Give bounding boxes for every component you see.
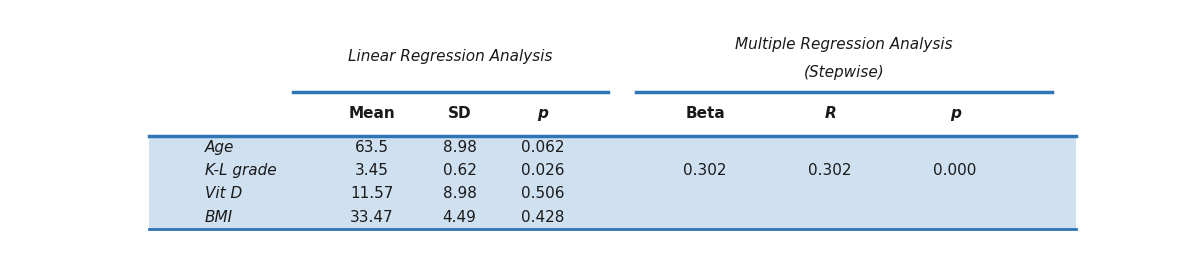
Text: 11.57: 11.57 xyxy=(350,186,393,201)
Text: Vit D: Vit D xyxy=(206,186,243,201)
Text: Beta: Beta xyxy=(685,106,725,122)
Text: SD: SD xyxy=(448,106,472,122)
Text: p: p xyxy=(950,106,961,122)
Text: 0.000: 0.000 xyxy=(933,163,976,178)
Text: Mean: Mean xyxy=(348,106,396,122)
Text: K-L grade: K-L grade xyxy=(206,163,276,178)
Text: R: R xyxy=(825,106,836,122)
Text: 3.45: 3.45 xyxy=(355,163,388,178)
Text: BMI: BMI xyxy=(206,210,233,225)
Text: 0.302: 0.302 xyxy=(684,163,727,178)
Text: 8.98: 8.98 xyxy=(442,140,477,155)
Text: 8.98: 8.98 xyxy=(442,186,477,201)
Text: (Stepwise): (Stepwise) xyxy=(803,65,884,80)
Text: 0.506: 0.506 xyxy=(521,186,565,201)
Text: 0.302: 0.302 xyxy=(808,163,852,178)
Text: 0.062: 0.062 xyxy=(521,140,565,155)
Text: p: p xyxy=(538,106,549,122)
Bar xyxy=(149,182,1076,206)
Bar xyxy=(149,206,1076,229)
Text: 0.428: 0.428 xyxy=(521,210,565,225)
Text: 0.62: 0.62 xyxy=(442,163,477,178)
Text: Linear Regression Analysis: Linear Regression Analysis xyxy=(348,49,552,64)
Bar xyxy=(149,136,1076,159)
Bar xyxy=(149,159,1076,182)
Text: 33.47: 33.47 xyxy=(350,210,393,225)
Text: Age: Age xyxy=(206,140,234,155)
Text: 4.49: 4.49 xyxy=(442,210,477,225)
Text: 63.5: 63.5 xyxy=(355,140,388,155)
Text: Multiple Regression Analysis: Multiple Regression Analysis xyxy=(735,37,952,52)
Text: 0.026: 0.026 xyxy=(521,163,565,178)
